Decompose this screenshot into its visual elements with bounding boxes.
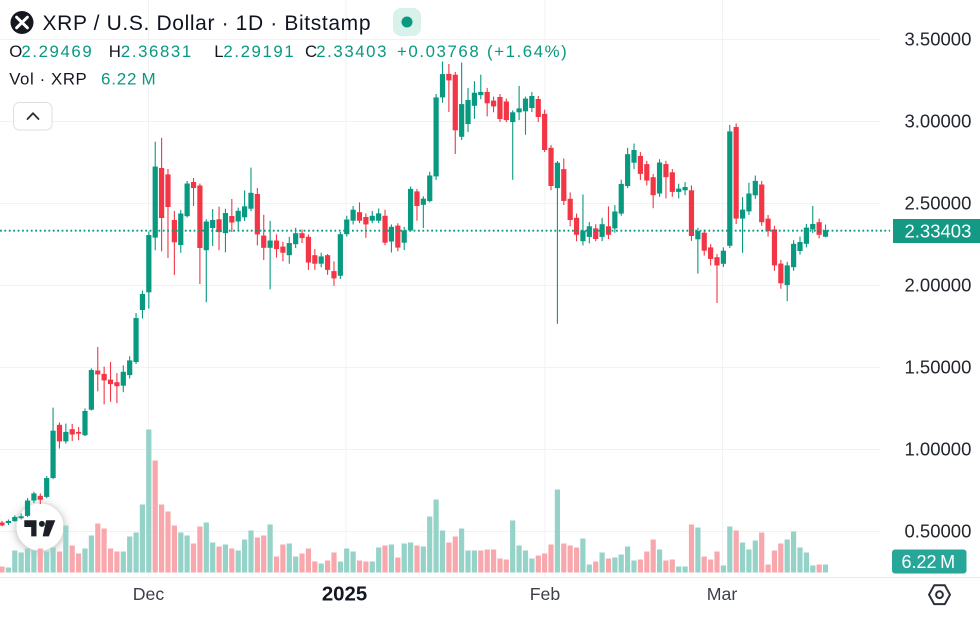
svg-text:XRP / U.S. Dollar · 1D · Bitst: XRP / U.S. Dollar · 1D · Bitstamp xyxy=(43,12,371,35)
svg-text:2.36831: 2.36831 xyxy=(121,42,193,61)
svg-text:3.50000: 3.50000 xyxy=(905,29,972,50)
svg-text:6.22 M: 6.22 M xyxy=(902,552,956,572)
svg-text:2.29469: 2.29469 xyxy=(21,42,93,61)
svg-text:O: O xyxy=(9,42,24,61)
svg-text:C: C xyxy=(305,42,319,61)
svg-text:L: L xyxy=(214,42,225,61)
svg-text:6.22 M: 6.22 M xyxy=(101,70,156,89)
svg-text:0.50000: 0.50000 xyxy=(905,521,972,542)
svg-text:2.33403: 2.33403 xyxy=(316,42,388,61)
svg-text:2.29191: 2.29191 xyxy=(223,42,295,61)
svg-text:Feb: Feb xyxy=(530,584,561,604)
svg-text:(+1.64%): (+1.64%) xyxy=(487,42,568,61)
svg-text:2.50000: 2.50000 xyxy=(905,193,972,214)
svg-text:Mar: Mar xyxy=(707,584,738,604)
svg-text:+0.03768: +0.03768 xyxy=(397,42,480,61)
svg-text:H: H xyxy=(109,42,123,61)
svg-text:Vol · XRP: Vol · XRP xyxy=(9,70,87,89)
svg-text:2.33403: 2.33403 xyxy=(905,221,972,242)
svg-text:Dec: Dec xyxy=(133,584,165,604)
svg-text:1.00000: 1.00000 xyxy=(905,439,972,460)
svg-text:1.50000: 1.50000 xyxy=(905,357,972,378)
svg-text:2.00000: 2.00000 xyxy=(905,275,972,296)
svg-text:2025: 2025 xyxy=(322,584,367,606)
svg-text:3.00000: 3.00000 xyxy=(905,111,972,132)
